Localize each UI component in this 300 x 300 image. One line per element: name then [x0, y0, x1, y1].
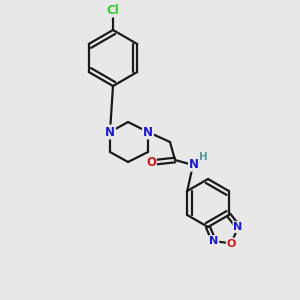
Text: N: N	[143, 125, 153, 139]
Text: O: O	[146, 155, 156, 169]
Text: N: N	[233, 222, 243, 232]
Text: H: H	[199, 152, 207, 162]
Text: N: N	[105, 125, 115, 139]
Text: N: N	[189, 158, 199, 170]
Text: N: N	[189, 158, 199, 170]
Text: O: O	[227, 238, 236, 248]
Text: N: N	[209, 236, 218, 246]
Text: Cl: Cl	[106, 4, 119, 16]
